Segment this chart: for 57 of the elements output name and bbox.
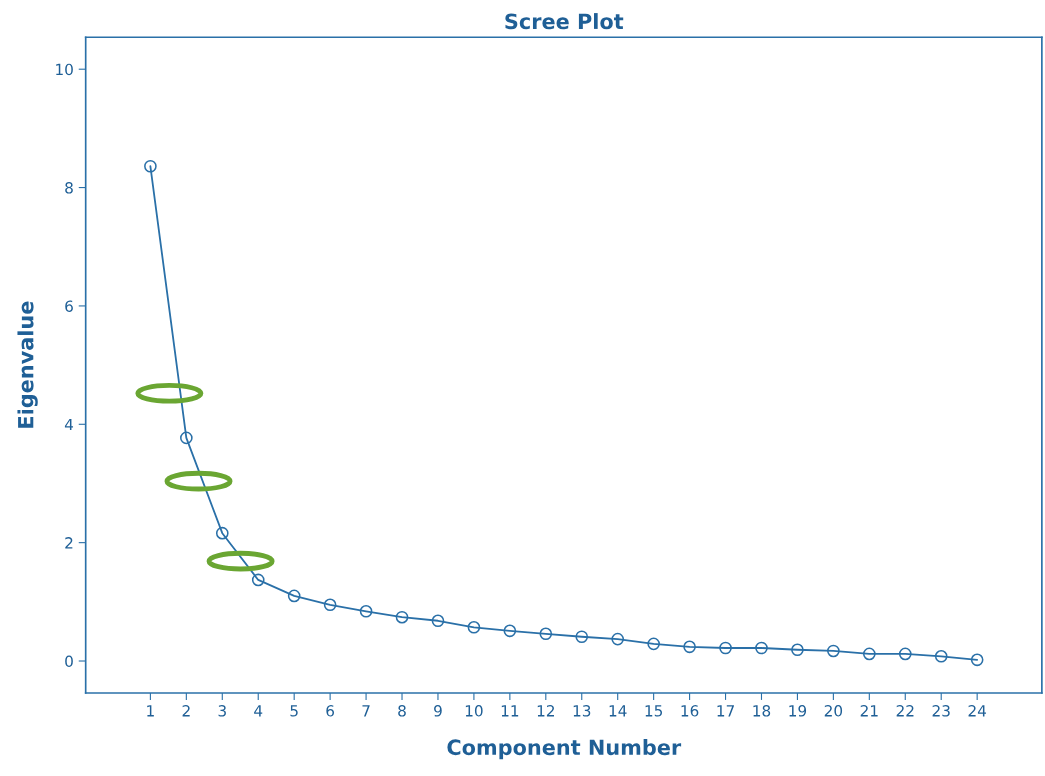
x-tick-label: 4 (254, 705, 263, 717)
x-tick-label: 13 (573, 705, 591, 717)
x-tick-label: 20 (824, 705, 843, 717)
y-tick-label: 6 (65, 300, 73, 312)
point (467, 620, 481, 634)
y-tick-label: 8 (65, 182, 73, 194)
y-tick-label: 2 (65, 537, 73, 549)
x-tick-label: 6 (326, 705, 335, 717)
point (791, 643, 804, 657)
point (215, 526, 229, 540)
point (323, 598, 337, 612)
x-tick-label: 21 (860, 705, 878, 717)
chart-title: Scree Plot (505, 13, 624, 30)
x-tick-label: 3 (218, 705, 226, 717)
point (575, 630, 589, 644)
x-tick-label: 24 (968, 705, 987, 717)
y-tick-label: 0 (65, 655, 73, 668)
x-tick-label: 1 (147, 705, 154, 717)
x-tick-label: 16 (681, 705, 699, 717)
point (503, 624, 517, 638)
x-tick-label: 10 (465, 705, 483, 717)
point (144, 159, 157, 173)
point (251, 573, 265, 587)
point (863, 647, 876, 661)
x-tick-label: 23 (932, 705, 950, 717)
x-tick-label: 17 (717, 705, 734, 717)
x-tick-label: 14 (609, 705, 627, 717)
x-tick-label: 15 (645, 705, 663, 717)
x-tick-label: 11 (501, 705, 519, 717)
point (898, 647, 912, 661)
x-tick-label: 12 (537, 705, 554, 717)
x-tick-label: 18 (753, 705, 771, 717)
x-tick-label: 9 (434, 705, 442, 717)
point (683, 640, 696, 654)
point (827, 644, 840, 658)
point (180, 431, 193, 445)
point (755, 641, 768, 655)
point (359, 604, 373, 618)
point (287, 589, 301, 603)
x-tick-label: 7 (362, 705, 370, 717)
x-tick-label: 19 (789, 705, 807, 717)
x-tick-label: 8 (398, 705, 406, 717)
x-axis-title: Component Number (447, 739, 682, 760)
point (647, 637, 660, 651)
x-tick-label: 2 (182, 705, 190, 717)
y-tick-label: 10 (56, 63, 73, 76)
point (431, 614, 445, 628)
point (611, 632, 625, 646)
point (539, 627, 553, 641)
y-axis-title: Eigenvalue (17, 301, 38, 428)
point (934, 649, 948, 663)
x-tick-label: 22 (896, 705, 914, 717)
y-tick-label: 4 (64, 418, 74, 431)
point (970, 653, 984, 667)
point (395, 610, 409, 624)
x-tick-label: 5 (290, 705, 298, 717)
point (719, 641, 732, 655)
